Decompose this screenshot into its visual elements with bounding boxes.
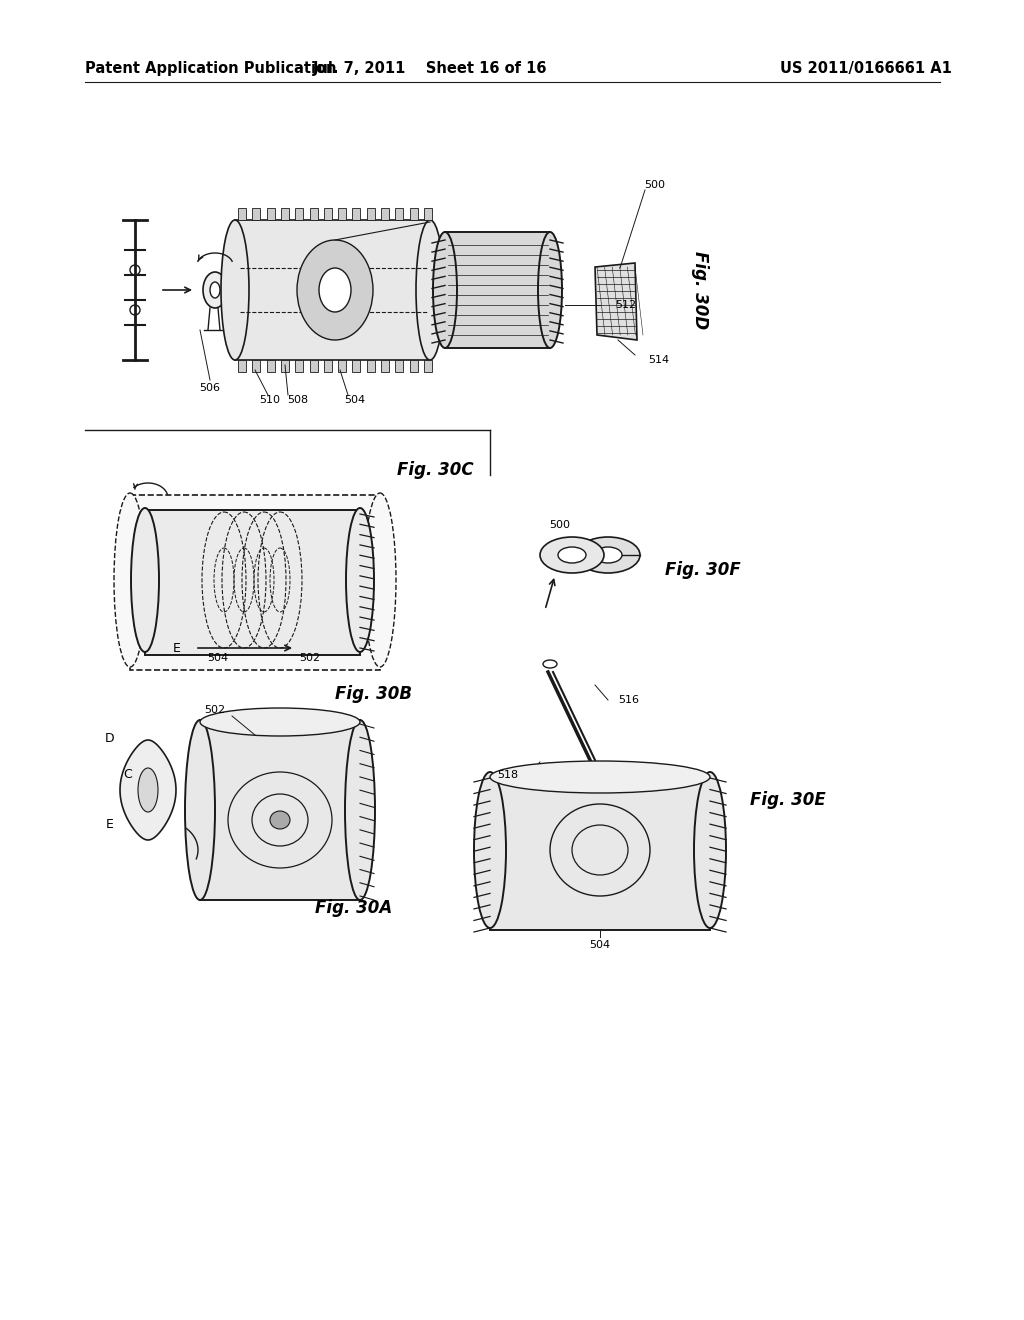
Bar (281, 360, 289, 372)
Text: Fig. 30C: Fig. 30C (396, 461, 473, 479)
Text: D: D (105, 731, 115, 744)
Text: 504: 504 (208, 653, 228, 663)
Bar (324, 209, 332, 220)
Text: 518: 518 (497, 770, 518, 780)
Bar (238, 209, 246, 220)
Text: US 2011/0166661 A1: US 2011/0166661 A1 (780, 61, 952, 75)
Bar (395, 360, 403, 372)
Bar (445, 232, 550, 348)
Bar (338, 209, 346, 220)
Text: 514: 514 (648, 355, 669, 366)
Text: 504: 504 (344, 395, 366, 405)
Bar (424, 209, 432, 220)
Text: Jul. 7, 2011    Sheet 16 of 16: Jul. 7, 2011 Sheet 16 of 16 (312, 61, 547, 75)
Bar (252, 360, 260, 372)
Bar (381, 360, 389, 372)
Bar (281, 209, 289, 220)
Polygon shape (595, 263, 637, 341)
Text: E: E (106, 818, 114, 832)
Text: 512: 512 (615, 300, 636, 310)
Ellipse shape (221, 220, 249, 360)
Bar (252, 209, 260, 220)
Ellipse shape (538, 232, 562, 348)
Ellipse shape (200, 708, 360, 737)
Ellipse shape (490, 762, 710, 793)
Text: 500: 500 (550, 520, 570, 531)
Bar (424, 360, 432, 372)
Bar (238, 360, 246, 372)
Ellipse shape (138, 768, 158, 812)
Ellipse shape (346, 508, 374, 652)
Bar (309, 209, 317, 220)
Ellipse shape (474, 772, 506, 928)
Text: 510: 510 (259, 395, 281, 405)
Ellipse shape (364, 492, 396, 667)
Ellipse shape (558, 546, 586, 564)
Text: 506: 506 (200, 383, 220, 393)
Text: 500: 500 (644, 180, 666, 190)
Polygon shape (120, 741, 176, 840)
Text: Patent Application Publication: Patent Application Publication (85, 61, 337, 75)
Ellipse shape (319, 268, 351, 312)
Ellipse shape (694, 772, 726, 928)
Bar (295, 209, 303, 220)
Ellipse shape (210, 282, 220, 298)
Bar (410, 209, 418, 220)
Ellipse shape (131, 508, 159, 652)
Bar (338, 360, 346, 372)
Text: 508: 508 (288, 395, 308, 405)
Text: C: C (124, 768, 132, 781)
Text: 504: 504 (590, 940, 610, 950)
Text: Fig. 30D: Fig. 30D (691, 251, 709, 329)
Bar (410, 360, 418, 372)
Text: E: E (173, 642, 181, 655)
Text: Fig. 30F: Fig. 30F (665, 561, 740, 579)
Ellipse shape (575, 537, 640, 573)
Bar (130, 495, 380, 671)
Ellipse shape (540, 537, 604, 573)
Bar (324, 360, 332, 372)
Text: 516: 516 (618, 696, 639, 705)
Bar (367, 209, 375, 220)
Ellipse shape (433, 232, 457, 348)
Text: Fig. 30B: Fig. 30B (335, 685, 412, 704)
Bar (234, 220, 430, 360)
Ellipse shape (114, 492, 146, 667)
Bar (145, 510, 360, 655)
Ellipse shape (297, 240, 373, 341)
Bar (295, 360, 303, 372)
Bar (352, 360, 360, 372)
Bar (200, 719, 360, 900)
Ellipse shape (270, 810, 290, 829)
Bar (352, 209, 360, 220)
Ellipse shape (185, 719, 215, 900)
Text: Fig. 30A: Fig. 30A (315, 899, 392, 917)
Ellipse shape (543, 660, 557, 668)
Text: Fig. 30E: Fig. 30E (750, 791, 825, 809)
Bar (266, 209, 274, 220)
Bar (367, 360, 375, 372)
Text: 502: 502 (299, 653, 321, 663)
Bar (395, 209, 403, 220)
Bar (309, 360, 317, 372)
Text: 502: 502 (205, 705, 225, 715)
Bar (381, 209, 389, 220)
Bar (266, 360, 274, 372)
Ellipse shape (594, 546, 622, 564)
Ellipse shape (345, 719, 375, 900)
Ellipse shape (416, 220, 444, 360)
Bar (490, 775, 710, 931)
Ellipse shape (203, 272, 227, 308)
